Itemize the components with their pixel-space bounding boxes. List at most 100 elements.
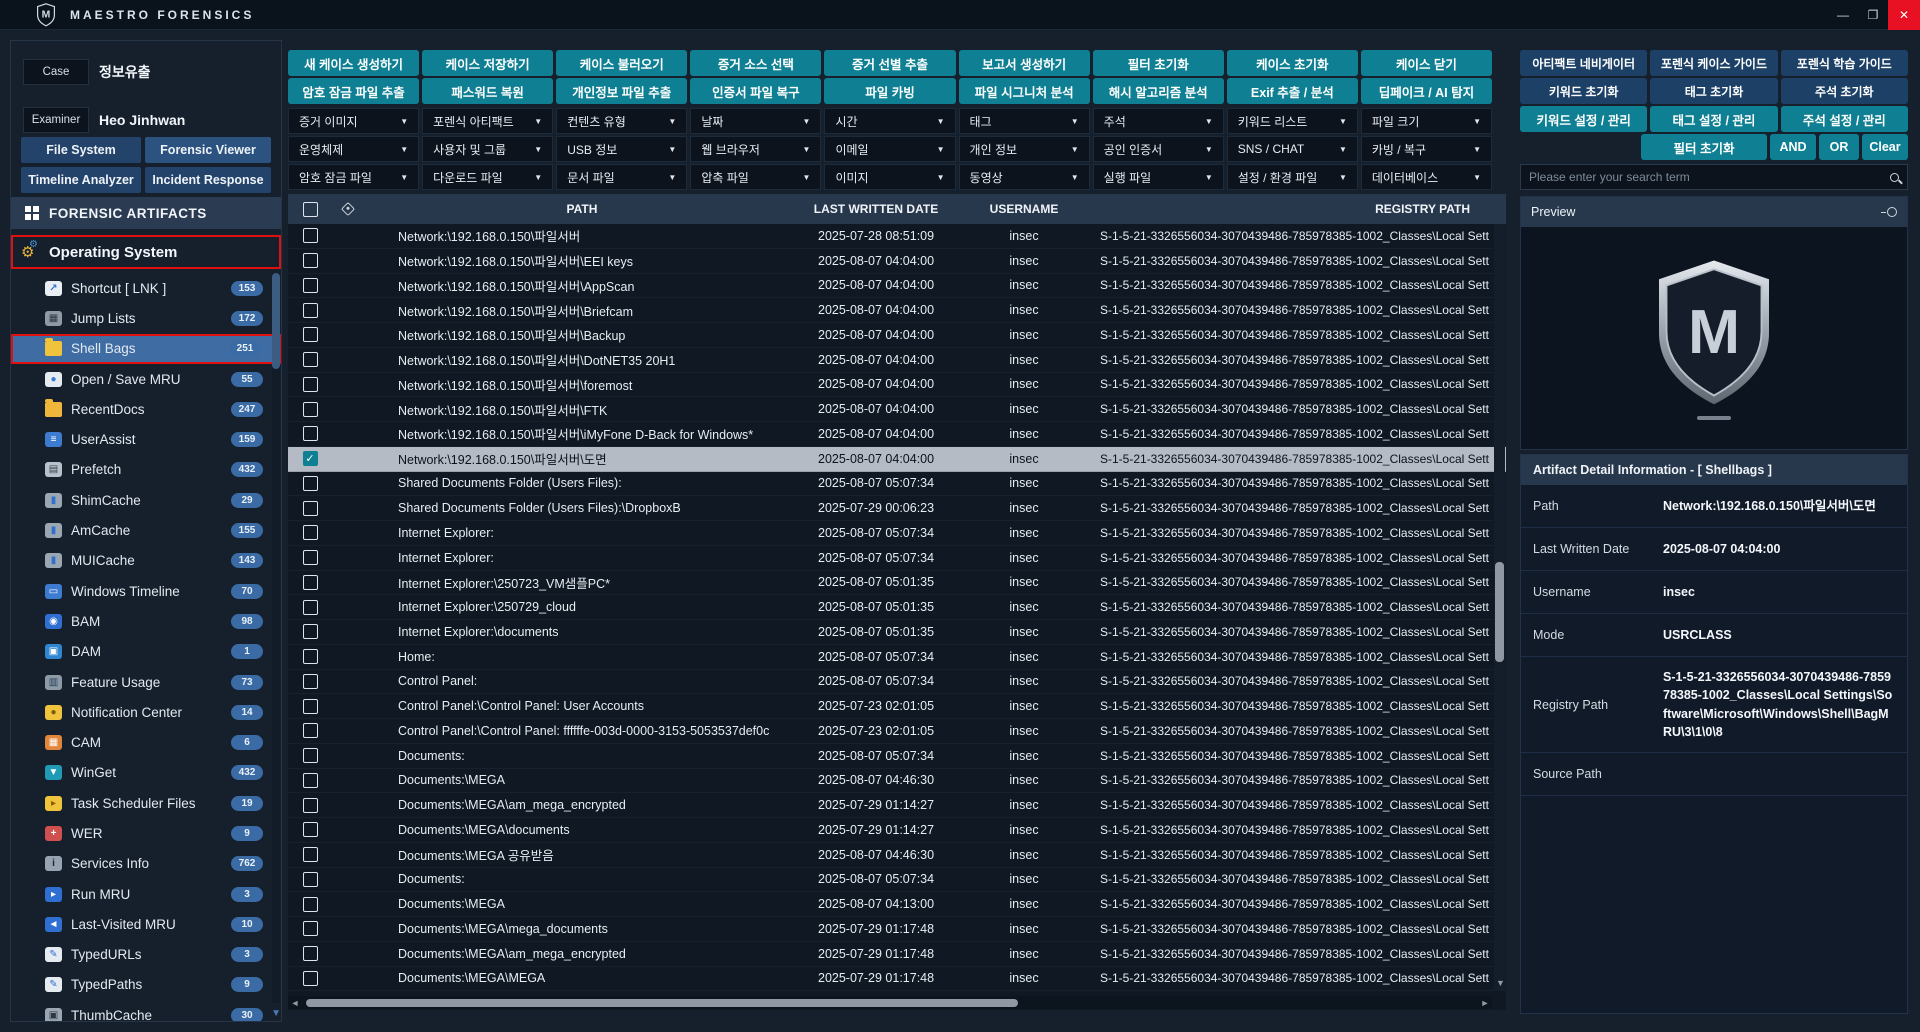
row-checkbox[interactable]: [302, 970, 318, 986]
table-row[interactable]: Network:\192.168.0.150\파일서버\DotNET35 20H…: [288, 348, 1506, 373]
row-checkbox[interactable]: [302, 921, 318, 937]
row-checkbox[interactable]: [302, 797, 318, 813]
filter-dropdown[interactable]: 압축 파일 ▼: [690, 164, 822, 190]
toolbar-button[interactable]: Exif 추출 / 분석: [1226, 78, 1358, 104]
row-checkbox[interactable]: [302, 871, 318, 887]
filter-dropdown[interactable]: 이미지 ▼: [824, 164, 956, 190]
filter-dropdown[interactable]: 공인 인증서 ▼: [1092, 136, 1224, 162]
table-row[interactable]: Shared Documents Folder (Users Files):\D…: [288, 496, 1506, 521]
filter-dropdown[interactable]: 카빙 / 복구 ▼: [1360, 136, 1492, 162]
row-checkbox[interactable]: [302, 847, 318, 863]
toolbar-button[interactable]: 케이스 불러오기: [556, 50, 688, 76]
filter-dropdown[interactable]: 증거 이미지 ▼: [288, 108, 420, 134]
filter-dropdown[interactable]: 사용자 및 그룹 ▼: [422, 136, 554, 162]
toolbar-button[interactable]: 패스워드 복원: [422, 78, 554, 104]
table-row[interactable]: Documents:\MEGA\mega_documents 2025-07-29…: [288, 917, 1506, 942]
search-icon[interactable]: [1890, 172, 1899, 182]
table-row[interactable]: Documents:\MEGA 2025-08-07 04:13:00 insec S…: [288, 892, 1506, 917]
row-checkbox[interactable]: [302, 401, 318, 417]
table-row[interactable]: Internet Explorer: 2025-08-07 05:07:34 ins…: [288, 546, 1506, 571]
sidebar-item-jump-lists[interactable]: ▦ Jump Lists 172: [11, 303, 281, 333]
table-row[interactable]: Network:\192.168.0.150\파일서버\AppScan 2025-…: [288, 274, 1506, 299]
row-checkbox[interactable]: [302, 698, 318, 714]
table-row[interactable]: Documents:\MEGA\am_mega_encrypted 2025-07…: [288, 942, 1506, 967]
file-system-button[interactable]: File System: [21, 137, 141, 163]
filter-dropdown[interactable]: 암호 잠금 파일 ▼: [288, 164, 420, 190]
and-button[interactable]: AND: [1770, 134, 1816, 160]
filter-dropdown[interactable]: 개인 정보 ▼: [958, 136, 1090, 162]
filter-dropdown[interactable]: 실행 파일 ▼: [1092, 164, 1224, 190]
preview-detach-icon[interactable]: [1881, 207, 1897, 217]
sidebar-item-wer[interactable]: + WER 9: [11, 818, 281, 848]
table-row[interactable]: Documents:\MEGA\MEGA 2025-07-29 01:17:48 i…: [288, 967, 1506, 992]
sidebar-item-shell-bags[interactable]: Shell Bags 251: [11, 333, 281, 364]
tool-button[interactable]: 태그 초기화: [1650, 78, 1778, 104]
row-checkbox[interactable]: [302, 277, 318, 293]
filter-dropdown[interactable]: 파일 크기 ▼: [1360, 108, 1492, 134]
row-checkbox[interactable]: [302, 649, 318, 665]
table-vertical-scrollbar-thumb[interactable]: [1495, 562, 1504, 662]
sidebar-item-recentdocs[interactable]: RecentDocs 247: [11, 394, 281, 424]
table-row[interactable]: Internet Explorer: 2025-08-07 05:07:34 ins…: [288, 521, 1506, 546]
toolbar-button[interactable]: 개인정보 파일 추출: [556, 78, 688, 104]
toolbar-button[interactable]: 파일 시그니처 분석: [958, 78, 1090, 104]
table-row[interactable]: Network:\192.168.0.150\파일서버\Briefcam 2025…: [288, 298, 1506, 323]
timeline-analyzer-button[interactable]: Timeline Analyzer: [21, 167, 141, 193]
table-row[interactable]: Control Panel:\Control Panel: ffffffe-00…: [288, 719, 1506, 744]
row-checkbox[interactable]: [302, 253, 318, 269]
filter-dropdown[interactable]: 동영상 ▼: [958, 164, 1090, 190]
row-checkbox[interactable]: [302, 550, 318, 566]
table-row[interactable]: Network:\192.168.0.150\파일서버\foremost 2025…: [288, 373, 1506, 398]
tool-button[interactable]: 키워드 설정 / 관리: [1520, 106, 1648, 132]
table-row[interactable]: Documents: 2025-08-07 05:07:34 insec S-1-5-…: [288, 868, 1506, 893]
toolbar-button[interactable]: 딥페이크 / AI 탐지: [1360, 78, 1492, 104]
row-checkbox[interactable]: [302, 723, 318, 739]
sidebar-item-prefetch[interactable]: ▤ Prefetch 432: [11, 455, 281, 485]
filter-dropdown[interactable]: SNS / CHAT ▼: [1226, 136, 1358, 162]
row-checkbox[interactable]: [302, 599, 318, 615]
row-checkbox[interactable]: [302, 772, 318, 788]
filter-dropdown[interactable]: 키워드 리스트 ▼: [1226, 108, 1358, 134]
sidebar-item-last-visited-mru[interactable]: ◄ Last-Visited MRU 10: [11, 909, 281, 939]
toolbar-button[interactable]: 암호 잠금 파일 추출: [288, 78, 420, 104]
filter-dropdown[interactable]: 날짜 ▼: [690, 108, 822, 134]
row-checkbox[interactable]: [302, 426, 318, 442]
sidebar-item-shimcache[interactable]: ▮ ShimCache 29: [11, 485, 281, 515]
table-row[interactable]: Network:\192.168.0.150\파일서버\EEI keys 2025…: [288, 249, 1506, 274]
sidebar-item-bam[interactable]: ◉ BAM 98: [11, 606, 281, 636]
toolbar-button[interactable]: 새 케이스 생성하기: [288, 50, 420, 76]
tool-button[interactable]: 포렌식 학습 가이드: [1780, 50, 1908, 76]
sidebar-category-operating-system[interactable]: ⚙ Operating System: [11, 235, 281, 269]
row-checkbox[interactable]: [302, 525, 318, 541]
row-checkbox[interactable]: [302, 673, 318, 689]
tool-button[interactable]: 태그 설정 / 관리: [1650, 106, 1778, 132]
row-checkbox[interactable]: [302, 500, 318, 516]
filter-dropdown[interactable]: 주석 ▼: [1092, 108, 1224, 134]
table-row[interactable]: Internet Explorer:\250729_cloud 2025-08-0…: [288, 595, 1506, 620]
row-checkbox[interactable]: [302, 228, 318, 244]
table-row[interactable]: Network:\192.168.0.150\파일서버 2025-07-28 08…: [288, 224, 1506, 249]
table-horizontal-scrollbar[interactable]: ◄ ►: [288, 996, 1492, 1009]
filter-dropdown[interactable]: 다운로드 파일 ▼: [422, 164, 554, 190]
tool-button[interactable]: 주석 설정 / 관리: [1780, 106, 1908, 132]
sidebar-item-typedurls[interactable]: ✎ TypedURLs 3: [11, 940, 281, 970]
filter-dropdown[interactable]: 운영체제 ▼: [288, 136, 420, 162]
select-all-checkbox[interactable]: [302, 201, 318, 217]
row-checkbox[interactable]: [302, 624, 318, 640]
row-checkbox[interactable]: [302, 302, 318, 318]
filter-dropdown[interactable]: 시간 ▼: [824, 108, 956, 134]
row-checkbox[interactable]: [302, 896, 318, 912]
filter-dropdown[interactable]: 웹 브라우저 ▼: [690, 136, 822, 162]
sidebar-item-notification-center[interactable]: ● Notification Center 14: [11, 697, 281, 727]
sidebar-item-thumbcache[interactable]: ▣ ThumbCache 30: [11, 1000, 281, 1021]
sidebar-item-amcache[interactable]: ▮ AmCache 155: [11, 515, 281, 545]
table-horizontal-scrollbar-thumb[interactable]: [306, 998, 1018, 1007]
sidebar-item-task-scheduler-files[interactable]: ▸ Task Scheduler Files 19: [11, 788, 281, 818]
table-row[interactable]: Shared Documents Folder (Users Files): 20…: [288, 472, 1506, 497]
table-row[interactable]: Control Panel: 2025-08-07 05:07:34 insec S-…: [288, 670, 1506, 695]
table-row[interactable]: Documents:\MEGA 공유받음 2025-08-07 04:46:30 i…: [288, 843, 1506, 868]
scroll-left-icon[interactable]: ◄: [290, 997, 300, 1008]
filter-dropdown[interactable]: 이메일 ▼: [824, 136, 956, 162]
table-row[interactable]: Documents:\MEGA\am_mega_encrypted 2025-07…: [288, 793, 1506, 818]
sidebar-scrollbar-thumb[interactable]: [272, 273, 280, 369]
